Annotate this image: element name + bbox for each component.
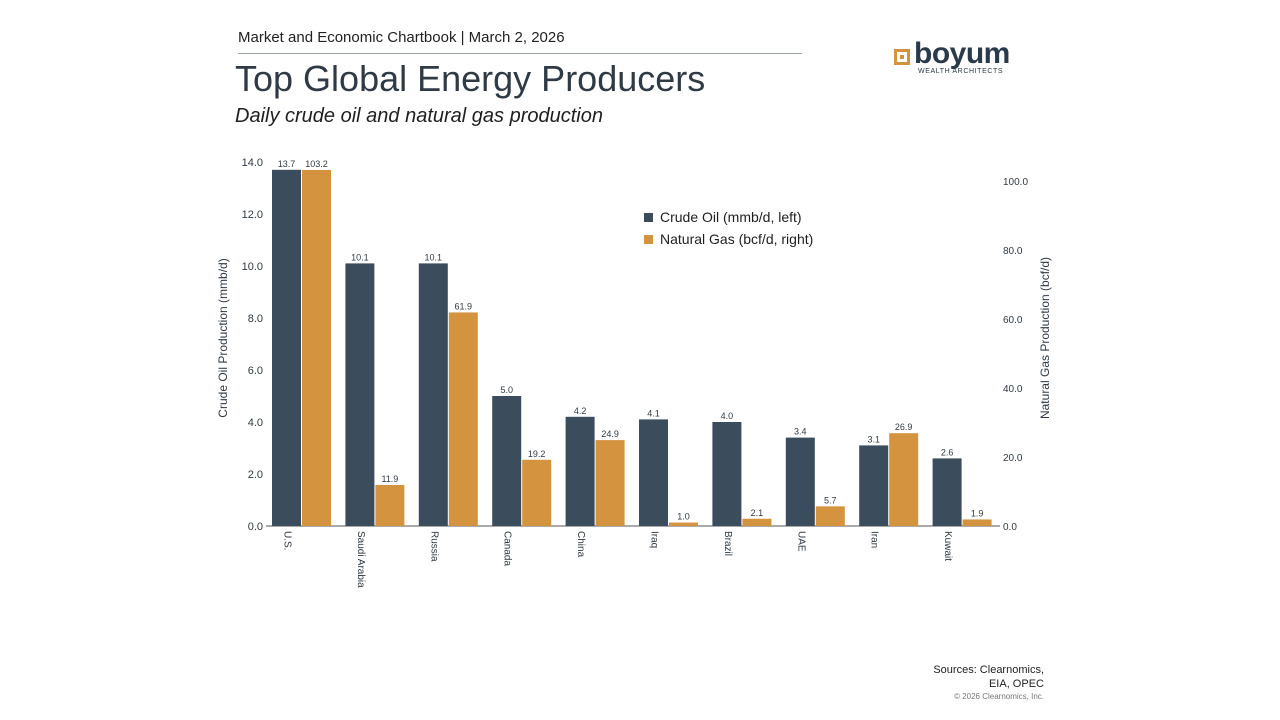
logo-tagline: WEALTH ARCHITECTS <box>918 68 1004 75</box>
natural-gas-bar <box>375 484 405 526</box>
natural-gas-data-label: 19.2 <box>528 449 546 459</box>
y-left-axis-title: Crude Oil Production (mmb/d) <box>216 258 230 417</box>
crude-oil-bar <box>418 263 448 526</box>
crude-oil-bar <box>272 169 301 527</box>
crude-oil-bar <box>565 416 595 526</box>
sources-line-2: EIA, OPEC <box>988 678 1044 690</box>
y-right-tick-label: 60.0 <box>1003 315 1023 326</box>
crude-oil-data-label: 10.1 <box>425 252 443 262</box>
crude-oil-bar <box>492 396 522 526</box>
y-left-tick-label: 8.0 <box>248 313 263 325</box>
crude-oil-data-label: 4.0 <box>721 411 734 421</box>
natural-gas-data-label: 1.9 <box>971 508 984 518</box>
copyright-note: © 2026 Clearnomics, Inc. <box>954 692 1044 701</box>
natural-gas-bar <box>448 312 478 526</box>
natural-gas-bar <box>962 519 992 526</box>
chartbook-header: Market and Economic Chartbook | March 2,… <box>238 29 802 54</box>
natural-gas-bar <box>302 169 331 526</box>
company-logo: boyum WEALTH ARCHITECTS <box>894 37 1024 83</box>
x-category-label: Iraq <box>649 531 660 548</box>
x-category-label: Saudi Arabia <box>355 531 366 588</box>
legend-crude-oil-label: Crude Oil (mmb/d, left) <box>660 209 802 225</box>
x-category-label: Russia <box>428 531 439 562</box>
y-left-tick-label: 10.0 <box>242 261 263 273</box>
x-category-label: China <box>575 531 586 558</box>
y-left-tick-label: 0.0 <box>248 521 263 533</box>
logo-mark-icon <box>894 49 910 65</box>
y-left-tick-label: 12.0 <box>242 209 263 221</box>
y-right-tick-label: 40.0 <box>1003 384 1023 395</box>
natural-gas-data-label: 61.9 <box>455 301 473 311</box>
crude-oil-data-label: 2.6 <box>941 447 954 457</box>
crude-oil-data-label: 5.0 <box>500 385 513 395</box>
natural-gas-data-label: 24.9 <box>601 429 619 439</box>
y-right-tick-label: 100.0 <box>1003 177 1028 188</box>
sources-note: Sources: Clearnomics, EIA, OPEC <box>933 663 1044 691</box>
y-left-tick-label: 4.0 <box>248 417 263 429</box>
crude-oil-bar <box>639 419 668 526</box>
x-category-label: Kuwait <box>942 531 953 561</box>
y-right-tick-label: 20.0 <box>1003 453 1023 464</box>
crude-oil-bar <box>785 437 815 526</box>
natural-gas-bar <box>742 518 772 526</box>
crude-oil-bar <box>712 422 742 526</box>
natural-gas-bar <box>815 506 845 526</box>
crude-oil-bar <box>859 445 889 526</box>
y-left-tick-label: 14.0 <box>242 157 263 169</box>
natural-gas-bar <box>522 459 552 526</box>
natural-gas-bar <box>669 522 698 526</box>
page-subtitle: Daily crude oil and natural gas producti… <box>235 105 603 127</box>
sources-line-1: Sources: Clearnomics, <box>933 664 1044 676</box>
legend-natural-gas-swatch <box>644 235 653 244</box>
crude-oil-data-label: 3.4 <box>794 427 807 437</box>
x-category-label: UAE <box>795 531 806 552</box>
x-category-label: Canada <box>502 531 513 566</box>
crude-oil-data-label: 4.2 <box>574 406 587 416</box>
natural-gas-bar <box>595 440 625 526</box>
natural-gas-data-label: 2.1 <box>751 508 764 518</box>
legend-crude-oil-swatch <box>644 213 653 222</box>
x-category-label: Brazil <box>722 531 733 556</box>
crude-oil-data-label: 4.1 <box>647 408 660 418</box>
y-right-tick-label: 80.0 <box>1003 246 1023 257</box>
natural-gas-data-label: 26.9 <box>895 422 913 432</box>
y-right-axis-title: Natural Gas Production (bcf/d) <box>1038 257 1052 419</box>
page-title: Top Global Energy Producers <box>235 58 706 99</box>
y-left-tick-label: 2.0 <box>248 469 263 481</box>
y-right-tick-label: 0.0 <box>1003 522 1017 533</box>
y-left-tick-label: 6.0 <box>248 365 263 377</box>
legend-natural-gas-label: Natural Gas (bcf/d, right) <box>660 231 813 247</box>
natural-gas-bar <box>889 433 919 526</box>
crude-oil-bar <box>932 458 962 526</box>
logo-word: boyum <box>914 37 1010 70</box>
natural-gas-data-label: 11.9 <box>381 474 398 484</box>
natural-gas-data-label: 1.0 <box>677 512 690 522</box>
crude-oil-data-label: 13.7 <box>278 159 296 169</box>
crude-oil-data-label: 10.1 <box>351 252 369 262</box>
natural-gas-data-label: 5.7 <box>824 495 837 505</box>
crude-oil-bar <box>345 263 375 526</box>
x-category-label: U.S. <box>282 531 293 550</box>
x-category-label: Iran <box>869 531 880 548</box>
natural-gas-data-label: 103.2 <box>305 159 328 169</box>
crude-oil-data-label: 3.1 <box>867 434 880 444</box>
